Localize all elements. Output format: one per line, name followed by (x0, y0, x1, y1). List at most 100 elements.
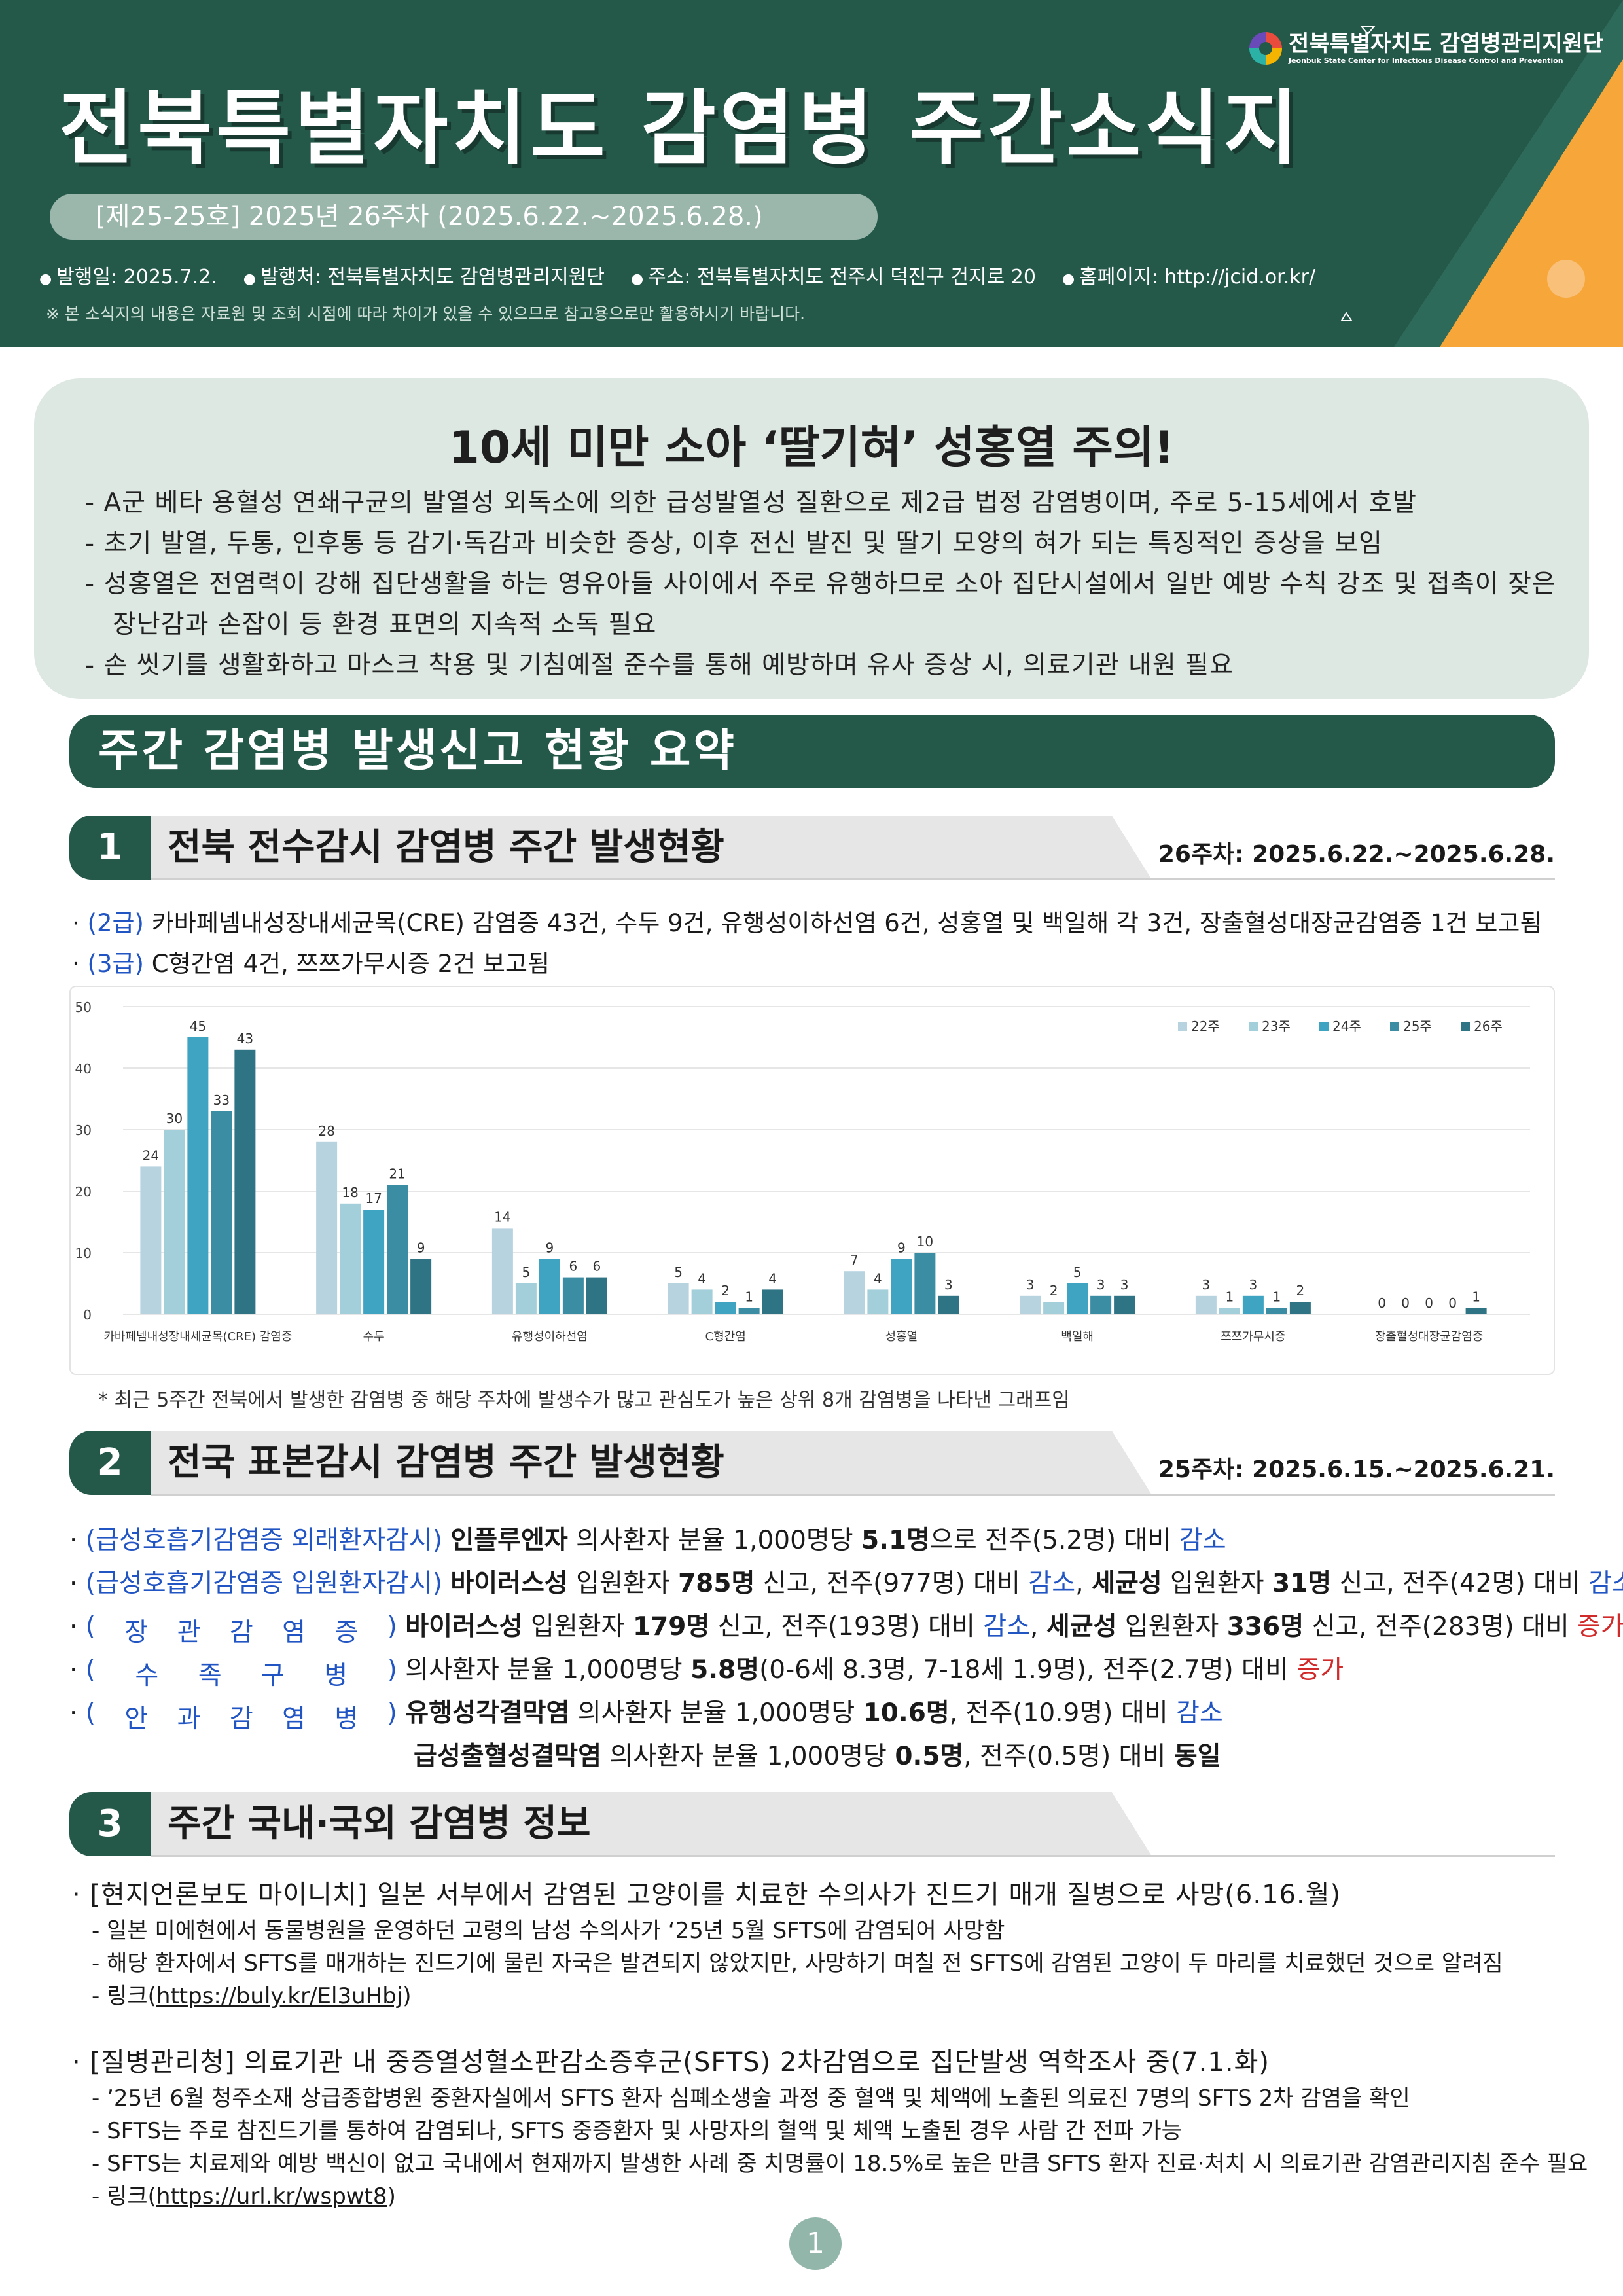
y-tick-label: 50 (75, 999, 92, 1015)
bar (938, 1295, 959, 1314)
x-tick-label: 쯔쯔가무시증 (1221, 1330, 1285, 1344)
label-char: 과 (177, 1704, 201, 1734)
bar (387, 1185, 408, 1314)
data-label: 2 (721, 1283, 730, 1299)
list-item: 초기 발열, 두통, 인후통 등 감기·독감과 비슷한 증상, 이후 전신 발진… (85, 524, 1584, 564)
data-label: 1 (1273, 1289, 1281, 1305)
data-label: 30 (166, 1111, 183, 1126)
row-label: (장 관 감 염 증) (86, 1612, 397, 1649)
bar (1266, 1308, 1287, 1314)
label-char: ) (387, 1655, 397, 1685)
news1-title: · [현지언론보도 마이니치] 일본 서부에서 감염된 고양이를 치료한 수의사… (72, 1880, 1342, 1910)
link-prefix: - 링크( (92, 1983, 156, 2009)
row-text: 입원환자 (567, 1569, 679, 1598)
grade3-summary: · (3급) C형간염 4건, 쯔쯔가무시증 2건 보고됨 (72, 950, 550, 978)
bar (891, 1259, 912, 1314)
section-title: 전국 표본감시 감염병 주간 발생현황 (168, 1441, 724, 1484)
row-text: 의사환자 분율 1,000명당 (569, 1698, 863, 1728)
news-title-text: [현지언론보도 마이니치] 일본 서부에서 감염된 고양이를 치료한 수의사가 … (90, 1880, 1342, 1910)
y-tick-label: 0 (83, 1307, 92, 1323)
bar (1067, 1283, 1088, 1314)
row-label: (급성호흡기감염증 입원환자감시) (85, 1569, 442, 1598)
data-label: 33 (213, 1092, 230, 1108)
data-label: 5 (522, 1265, 531, 1280)
bar (316, 1141, 338, 1314)
x-tick-label: 수두 (363, 1330, 385, 1344)
bar (363, 1210, 385, 1314)
section-underline (151, 878, 1555, 880)
weekly-bar-chart: 0 10 20 30 40 50 24 30 45 33 43 카바페넴내성장내세균목(CRE) 감염… (69, 986, 1555, 1375)
data-label: 3 (1202, 1277, 1211, 1293)
logo-name-en: Jeonbuk State Center for Infectious Dise… (1288, 56, 1563, 65)
row-text: , 전주(10.9명) 대비 (949, 1698, 1177, 1728)
section-title: 주간 국내·국외 감염병 정보 (168, 1803, 591, 1845)
bar (1114, 1295, 1135, 1314)
label-char: 염 (282, 1618, 306, 1647)
row-influenza: · (급성호흡기감염증 외래환자감시) 인플루엔자 의사환자 분율 1,000명… (69, 1520, 1226, 1556)
link-prefix: - 링크( (92, 2183, 156, 2210)
publication-info: 발행일: 2025.7.2. 발행처: 전북특별자치도 감염병관리지원단 주소:… (39, 260, 1315, 289)
logo-icon (1249, 32, 1282, 65)
row-text: 신고, 전주(977명) 대비 (755, 1569, 1029, 1598)
legend-swatch (1461, 1022, 1470, 1031)
label-char: 감 (229, 1704, 253, 1734)
label-char: ( (85, 1698, 96, 1728)
data-label: 9 (897, 1240, 906, 1255)
link-suffix: ) (387, 2183, 396, 2210)
trend: 감소 (1179, 1526, 1226, 1555)
data-label: 45 (190, 1018, 206, 1034)
grade-tag: (3급) (87, 950, 144, 978)
data-label: 1 (745, 1289, 753, 1305)
row-eye-infection: · (안 과 감 염 병) 유행성각결막염 의사환자 분율 1,000명당 10.6명,… (69, 1698, 1223, 1734)
bar (515, 1283, 537, 1314)
legend-swatch (1319, 1022, 1329, 1031)
highlight-title: 10세 미만 소아 ‘딸기혀’ 성홍열 주의! (448, 422, 1175, 474)
section-header-bar (151, 1792, 1152, 1856)
news1-link[interactable]: https://buly.kr/El3uHbj (156, 1983, 403, 2009)
x-tick-label: 백일해 (1061, 1330, 1094, 1344)
news2-link-line: - 링크(https://url.kr/wspwt8) (92, 2178, 396, 2210)
homepage-link[interactable]: 홈페이지: http://jcid.or.kr/ (1062, 260, 1315, 289)
y-tick-label: 30 (75, 1122, 92, 1138)
bar (1090, 1295, 1112, 1314)
row-value: 5.8명 (690, 1655, 760, 1685)
x-tick-label: 유행성이하선염 (512, 1330, 588, 1344)
label-char: ( (85, 1612, 96, 1641)
page-number: 1 (789, 2217, 842, 2270)
disease-name: 바이러스성 (450, 1569, 568, 1598)
data-label: 3 (1026, 1277, 1035, 1293)
x-tick-label: C형간염 (705, 1330, 746, 1344)
highlight-box: 10세 미만 소아 ‘딸기혀’ 성홍열 주의! A군 베타 용혈성 연쇄구균의 … (34, 378, 1589, 699)
trend: 증가 (1577, 1612, 1623, 1641)
row-label: (수 족 구 병) (86, 1655, 397, 1692)
grade2-summary: · (2급) 카바페넴내성장내세균목(CRE) 감염증 43건, 수두 9건, … (72, 909, 1543, 937)
bar (844, 1271, 865, 1314)
news2-item: - ’25년 6월 청주소재 상급종합병원 중환자실에서 SFTS 환자 심폐소… (92, 2085, 1410, 2111)
bar (187, 1037, 209, 1314)
newsletter-title: 전북특별자치도 감염병 주간소식지 (59, 82, 1302, 176)
row-text: 입원환자 (1116, 1612, 1227, 1641)
disclaimer-note: ※ 본 소식지의 내용은 자료원 및 조회 시점에 따라 차이가 있을 수 있으… (46, 304, 806, 323)
label-char: 감 (229, 1618, 253, 1647)
legend-label: 25주 (1403, 1018, 1432, 1034)
data-label: 18 (342, 1185, 358, 1200)
data-label: 4 (874, 1270, 882, 1286)
row-text: 입원환자 (1162, 1569, 1272, 1598)
data-label: 0 (1425, 1295, 1433, 1311)
news2-item: - SFTS는 주로 참진드기를 통하여 감염되나, SFTS 중증환자 및 사… (92, 2118, 1182, 2144)
label-char: 장 (124, 1618, 149, 1647)
bar (211, 1111, 232, 1314)
list-item: A군 베타 용혈성 연쇄구균의 발열성 외독소에 의한 급성발열성 질환으로 제… (85, 483, 1584, 524)
trend: 감소 (1176, 1698, 1223, 1728)
row-text: , (1075, 1569, 1092, 1598)
news2-link[interactable]: https://url.kr/wspwt8 (156, 2183, 387, 2210)
row-value: 0.5명 (895, 1742, 964, 1771)
bar (340, 1203, 361, 1314)
section-date: 25주차: 2025.6.15.~2025.6.21. (1158, 1456, 1555, 1483)
data-label: 9 (417, 1240, 425, 1255)
row-text: , (1030, 1612, 1046, 1641)
data-label: 0 (1401, 1295, 1410, 1311)
news1-item: - 해당 환자에서 SFTS를 매개하는 진드기에 물린 자국은 발견되지 않았… (92, 1950, 1503, 1977)
row-text: 신고, 전주(42명) 대비 (1331, 1569, 1589, 1598)
list-item: 성홍열은 전염력이 강해 집단생활을 하는 영유아들 사이에서 주로 유행하므로… (85, 564, 1584, 645)
